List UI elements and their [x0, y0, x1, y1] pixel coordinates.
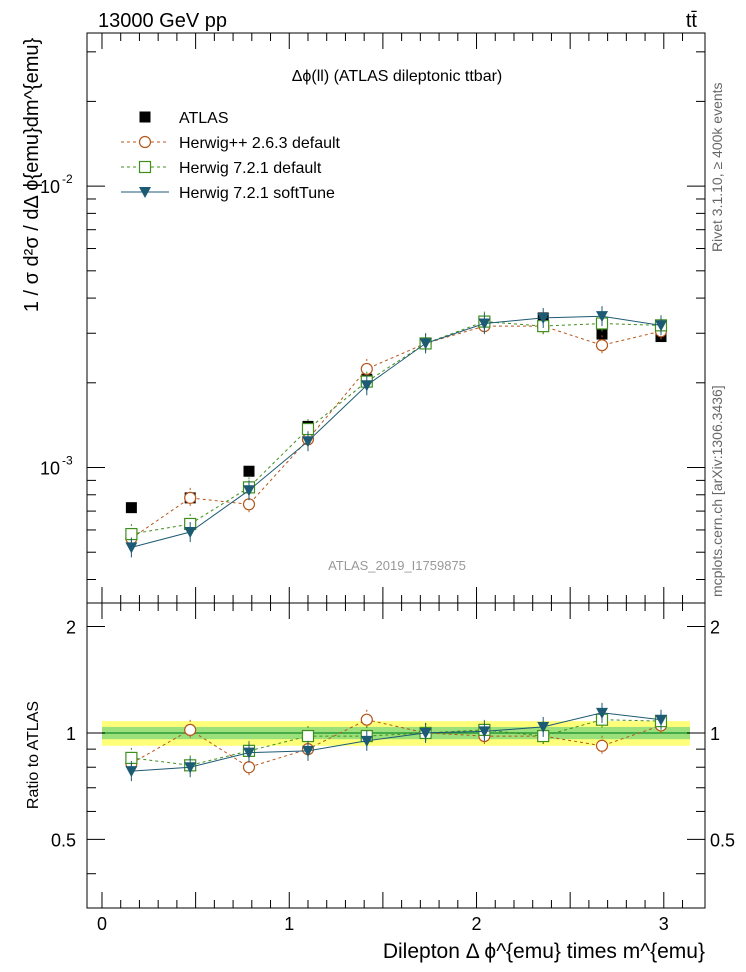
- data-point: [360, 735, 373, 747]
- data-point: [360, 713, 373, 726]
- y-tick-label-main: 10: [40, 459, 60, 479]
- x-axis-label: Dilepton Δ ϕ^{emu} times m^{emu}: [383, 940, 705, 963]
- mcplots-label: mcplots.cern.ch [arXiv:1306.3436]: [709, 385, 725, 597]
- legend-label: Herwig++ 2.6.3 default: [179, 135, 341, 152]
- data-point: [654, 320, 667, 332]
- data-point: [301, 729, 315, 743]
- data-point: [242, 747, 255, 759]
- plot-title: Δϕ(ll) (ATLAS dileptonic ttbar): [292, 68, 503, 85]
- data-point: [595, 339, 609, 352]
- data-point: [478, 726, 491, 738]
- data-point: [184, 526, 197, 538]
- data-point: [419, 727, 432, 739]
- legend-marker: [139, 187, 151, 198]
- data-point: [243, 465, 255, 477]
- legend-label: ATLAS: [179, 110, 229, 127]
- y-tick-label-ratio-right: 0.5: [710, 830, 735, 850]
- legend-marker: [139, 111, 151, 123]
- x-tick-label: 0: [97, 914, 107, 934]
- data-point: [125, 502, 137, 514]
- header-process-label: tt̄: [686, 10, 698, 32]
- data-point: [360, 380, 373, 392]
- x-tick-label: 1: [284, 914, 294, 934]
- main-plot-panel: 10-310-2 Δϕ(ll) (ATLAS dileptonic ttbar)…: [21, 32, 706, 604]
- ratio-plot-panel: 0 1 2 3 0.5 0.5 1 1 2 2 Ratio to ATLAS Dilepton Δ…: [25, 602, 735, 963]
- series-line-herwig-7-2-1-default: [131, 719, 662, 766]
- data-point: [301, 436, 314, 448]
- data-point: [242, 761, 256, 774]
- data-point: [360, 362, 373, 376]
- x-tick-label: 3: [659, 914, 669, 934]
- y-tick-label-exponent: -2: [62, 172, 73, 186]
- data-point: [595, 739, 609, 752]
- header-energy-label: 13000 GeV pp: [98, 10, 227, 32]
- y-tick-label-ratio: 0.5: [51, 830, 76, 850]
- data-point: [301, 745, 314, 757]
- data-point: [125, 766, 138, 778]
- data-point: [654, 714, 667, 726]
- legend-label: Herwig 7.2.1 default: [179, 160, 322, 177]
- y-tick-label-ratio: 1: [66, 724, 76, 744]
- data-point: [184, 762, 197, 774]
- series-line-herwig-7-2-1-default: [131, 321, 662, 535]
- y-tick-label-exponent: -3: [62, 454, 73, 468]
- main-y-axis-label: 1 / σ d²σ / dΔ ϕ{emu}dm^{emu}: [21, 38, 43, 313]
- series-line-herwig-2-6-3-default: [131, 325, 662, 539]
- data-point: [596, 311, 608, 323]
- legend-marker: [138, 135, 152, 149]
- legend: ATLAS Herwig++ 2.6.3 default Herwig 7.2.1 …: [121, 110, 341, 202]
- series-line-herwig-7-2-1-softtune: [131, 712, 662, 772]
- series-line-herwig-7-2-1-softtune: [131, 315, 662, 548]
- y-tick-label-ratio-right: 2: [710, 617, 720, 637]
- data-point: [184, 723, 197, 737]
- legend-marker: [138, 160, 152, 174]
- ratio-y-axis-label: Ratio to ATLAS: [25, 701, 42, 809]
- data-point: [419, 338, 432, 350]
- rivet-version-label: Rivet 3.1.10, ≥ 400k events: [709, 82, 725, 252]
- series-line-herwig-2-6-3-default: [131, 719, 662, 768]
- y-tick-label-ratio-right: 1: [710, 724, 720, 744]
- legend-label: Herwig 7.2.1 softTune: [179, 185, 335, 202]
- ratio-plot-frame: [86, 602, 706, 909]
- data-point: [125, 542, 138, 554]
- data-point: [184, 491, 197, 504]
- data-point: [537, 721, 550, 733]
- data-point: [242, 485, 255, 497]
- data-point: [242, 498, 256, 511]
- data-point: [537, 312, 550, 324]
- data-point: [478, 318, 491, 330]
- y-tick-label-main: 10: [40, 177, 60, 197]
- analysis-watermark: ATLAS_2019_I1759875: [328, 558, 466, 573]
- y-tick-label-ratio: 2: [66, 617, 76, 637]
- data-point: [596, 328, 608, 340]
- data-point: [596, 707, 608, 719]
- x-tick-label: 2: [472, 914, 482, 934]
